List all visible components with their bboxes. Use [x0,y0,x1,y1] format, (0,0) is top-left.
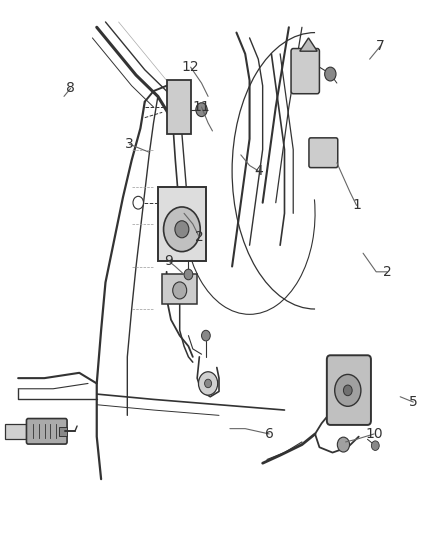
Circle shape [371,441,379,450]
Circle shape [196,103,207,117]
Text: 12: 12 [182,60,199,74]
FancyBboxPatch shape [327,356,371,425]
Circle shape [184,269,193,280]
Circle shape [133,196,144,209]
Text: 2: 2 [383,265,392,279]
Text: 8: 8 [66,82,75,95]
Circle shape [343,385,352,395]
Bar [59,426,67,436]
Circle shape [163,207,200,252]
Circle shape [201,330,210,341]
Text: 11: 11 [193,100,210,114]
Text: 2: 2 [195,230,204,244]
Circle shape [325,67,336,81]
Bar [158,187,206,261]
Text: 4: 4 [254,164,263,178]
Text: 1: 1 [352,198,361,212]
Circle shape [198,372,218,395]
Text: 6: 6 [265,427,274,441]
FancyBboxPatch shape [291,49,319,94]
Text: 3: 3 [125,137,134,151]
Polygon shape [300,38,317,51]
Circle shape [337,437,350,452]
Bar [166,80,191,134]
Circle shape [175,221,189,238]
FancyBboxPatch shape [309,138,338,167]
Bar [5,424,29,439]
Circle shape [335,374,361,406]
Bar [162,274,197,304]
Circle shape [173,282,187,299]
FancyBboxPatch shape [26,418,67,444]
Text: 9: 9 [164,254,173,268]
Text: 10: 10 [365,427,383,441]
Circle shape [205,379,212,387]
Text: 7: 7 [376,39,385,53]
Text: 5: 5 [409,395,418,409]
